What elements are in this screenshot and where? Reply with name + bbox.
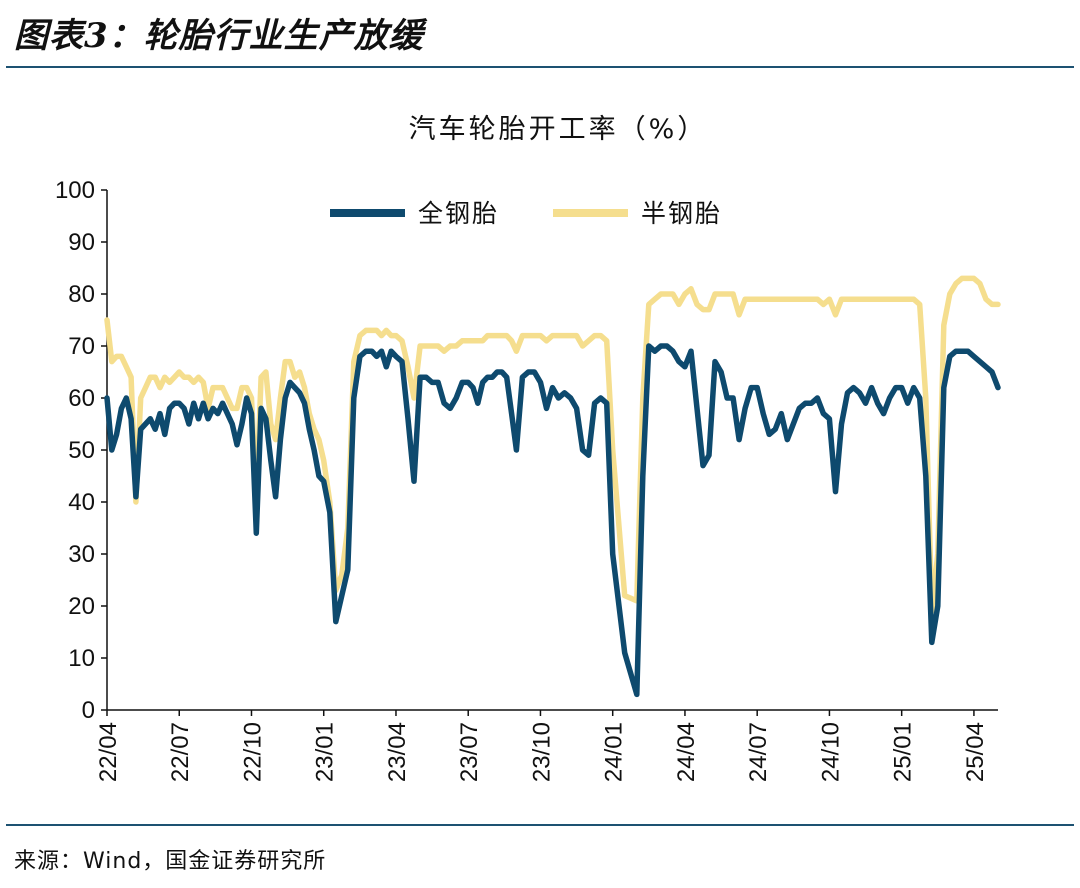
- x-tick-label: 25/01: [890, 722, 917, 782]
- y-tick-label: 100: [55, 177, 95, 204]
- y-tick-label: 10: [68, 645, 95, 672]
- x-tick-label: 24/10: [817, 722, 844, 782]
- x-tick-label: 24/07: [745, 722, 772, 782]
- x-tick-label: 23/07: [456, 722, 483, 782]
- top-divider: [6, 66, 1074, 68]
- y-tick-label: 50: [68, 437, 95, 464]
- x-tick-label: 22/04: [95, 722, 122, 782]
- bottom-divider: [6, 824, 1074, 826]
- legend-label-series-1: 半钢胎: [641, 199, 722, 228]
- chart-title: 汽车轮胎开工率（%）: [409, 114, 708, 145]
- x-tick-label: 23/04: [384, 722, 411, 782]
- line-chart: 汽车轮胎开工率（%） 全钢胎 半钢胎 0 10 20 30 40 50 60 70 80 90 10…: [55, 114, 1001, 782]
- y-axis: 0 10 20 30 40 50 60 70 80 90 100: [55, 177, 108, 724]
- figure-title-text: 图表3：轮胎行业生产放缓: [14, 16, 424, 56]
- y-tick-label: 70: [68, 333, 95, 360]
- x-tick-label: 22/07: [167, 722, 194, 782]
- y-tick-label: 60: [68, 385, 95, 412]
- series-line-1: [104, 275, 1001, 614]
- series-layer: [104, 275, 1001, 698]
- y-tick-label: 90: [68, 229, 95, 256]
- y-tick-label: 0: [82, 697, 95, 724]
- series-line-0: [104, 343, 1001, 698]
- x-axis: 22/04 22/07 22/10 23/01 23/04 23/07 23/10 24/01…: [95, 709, 998, 782]
- y-tick-label: 80: [68, 281, 95, 308]
- x-tick-label: 24/01: [601, 722, 628, 782]
- x-tick-label: 23/01: [312, 722, 339, 782]
- x-tick-label: 22/10: [239, 722, 266, 782]
- x-tick-label: 23/10: [528, 722, 555, 782]
- y-tick-label: 20: [68, 593, 95, 620]
- legend-label-series-0: 全钢胎: [418, 199, 499, 228]
- x-tick-label: 24/04: [673, 722, 700, 782]
- legend: 全钢胎 半钢胎: [330, 199, 722, 228]
- x-tick-label: 25/04: [962, 722, 989, 782]
- y-tick-label: 30: [68, 541, 95, 568]
- y-tick-label: 40: [68, 489, 95, 516]
- source-note: 来源：Wind，国金证券研究所: [14, 849, 327, 874]
